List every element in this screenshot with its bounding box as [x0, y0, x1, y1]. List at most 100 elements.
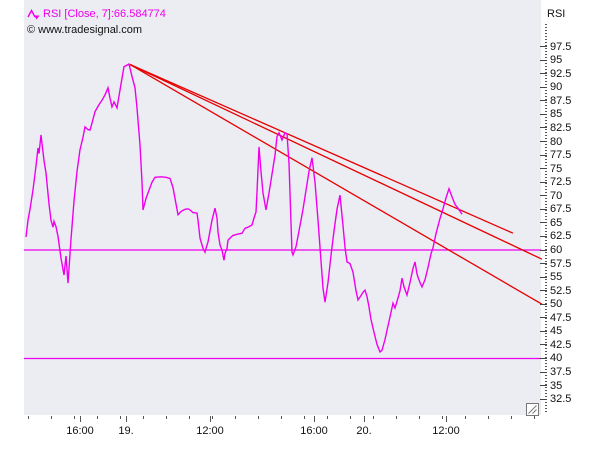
y-tick-mark [540, 371, 547, 373]
x-minor-tick [235, 416, 236, 419]
y-axis-strip[interactable]: RSI 97.5 95 92.5 90 87.5 85 82.5 80 77.5 75 72.5 70… [540, 0, 600, 415]
x-minor-tick [534, 416, 535, 419]
x-major-tick [364, 416, 365, 422]
y-tick-label: 40 [550, 352, 563, 365]
x-major-tick [446, 416, 447, 422]
x-tick-label: 20. [356, 425, 372, 437]
x-tick-label: 16:00 [66, 425, 94, 437]
trendline-1[interactable] [129, 63, 514, 234]
indicator-title-row[interactable]: RSI [Close, 7]:66.584774 [27, 7, 166, 21]
y-tick-mark [540, 46, 547, 48]
y-tick-mark [540, 113, 547, 115]
x-minor-tick [442, 416, 443, 419]
x-tick-label: 12:00 [432, 425, 460, 437]
y-tick-label: 97.5 [550, 40, 572, 53]
indicator-zigzag-icon [27, 8, 40, 19]
x-minor-tick [281, 416, 282, 419]
y-tick-mark [540, 141, 547, 143]
y-tick-mark [540, 398, 547, 400]
y-tick-label: 72.5 [550, 176, 572, 189]
y-tick-label: 60 [550, 244, 563, 256]
x-tick-label: 12:00 [196, 425, 224, 437]
x-minor-tick [350, 416, 351, 419]
y-tick-mark [540, 290, 547, 292]
y-tick-label: 70 [550, 189, 563, 202]
y-tick-label: 42.5 [550, 338, 572, 351]
y-tick-label: 65 [550, 216, 563, 229]
y-tick-mark [540, 181, 547, 183]
y-tick-mark [540, 73, 547, 75]
trendline-2[interactable] [129, 63, 543, 260]
y-tick-label: 92.5 [550, 67, 572, 80]
x-minor-tick [120, 416, 121, 419]
y-tick-label: 90 [550, 81, 563, 94]
y-tick-label: 50 [550, 298, 563, 311]
y-tick-mark [540, 344, 547, 346]
x-minor-tick [419, 416, 420, 419]
y-tick-mark [540, 317, 547, 319]
rsi-line[interactable] [25, 62, 463, 354]
y-tick-label: 45 [550, 325, 563, 338]
y-tick-mark [540, 276, 547, 278]
y-tick-label: 37.5 [550, 366, 572, 379]
indicator-title: RSI [Close, 7]:66.584774 [43, 8, 166, 20]
y-tick-mark [540, 208, 547, 210]
y-tick-mark [540, 249, 547, 251]
x-minor-tick [373, 416, 374, 419]
x-major-tick [80, 416, 81, 422]
x-minor-tick [74, 416, 75, 419]
x-minor-tick [51, 416, 52, 419]
x-major-tick [126, 416, 127, 422]
y-tick-label: 57.5 [550, 257, 572, 270]
x-minor-tick [189, 416, 190, 419]
x-tick-label: 16:00 [300, 425, 328, 437]
y-tick-mark [540, 235, 547, 237]
x-minor-tick [212, 416, 213, 419]
y-tick-mark [540, 385, 547, 387]
y-axis-title: RSI [547, 8, 566, 20]
trendline-3[interactable] [129, 63, 543, 305]
y-tick-label: 32.5 [550, 393, 572, 406]
x-minor-tick [465, 416, 466, 419]
y-tick-mark [540, 100, 547, 102]
y-tick-label: 67.5 [550, 203, 572, 216]
y-tick-mark [540, 127, 547, 129]
y-tick-mark [540, 154, 547, 156]
y-tick-mark [540, 357, 547, 359]
y-tick-mark [540, 168, 547, 170]
y-tick-label: 62.5 [550, 230, 572, 243]
x-major-tick [210, 416, 211, 422]
y-tick-label: 85 [550, 108, 563, 121]
y-tick-label: 82.5 [550, 121, 572, 134]
y-tick-label: 77.5 [550, 149, 572, 162]
x-minor-tick [258, 416, 259, 419]
y-tick-label: 80 [550, 135, 563, 148]
x-minor-tick [143, 416, 144, 419]
y-axis-dotted-line [545, 24, 547, 413]
x-minor-tick [97, 416, 98, 419]
y-tick-label: 75 [550, 162, 563, 175]
y-tick-mark [540, 222, 547, 224]
x-minor-tick [28, 416, 29, 419]
y-tick-mark [540, 303, 547, 305]
x-minor-tick [488, 416, 489, 419]
x-minor-tick [396, 416, 397, 419]
x-minor-tick [304, 416, 305, 419]
y-tick-label: 52.5 [550, 284, 572, 297]
resize-grip-icon[interactable] [526, 403, 539, 416]
x-minor-tick [327, 416, 328, 419]
x-major-tick [314, 416, 315, 422]
x-axis-strip[interactable]: 16:00 19. 12:00 16:00 20. 12:00 [0, 415, 600, 450]
x-minor-tick [166, 416, 167, 419]
y-tick-label: 87.5 [550, 94, 572, 107]
y-tick-mark [540, 59, 547, 61]
y-tick-label: 95 [550, 54, 563, 67]
y-tick-label: 47.5 [550, 311, 572, 324]
y-tick-mark [540, 263, 547, 265]
y-tick-mark [540, 330, 547, 332]
x-tick-label: 19. [118, 425, 134, 437]
y-tick-label: 55 [550, 271, 563, 284]
copyright-watermark: © www.tradesignal.com [27, 24, 143, 36]
